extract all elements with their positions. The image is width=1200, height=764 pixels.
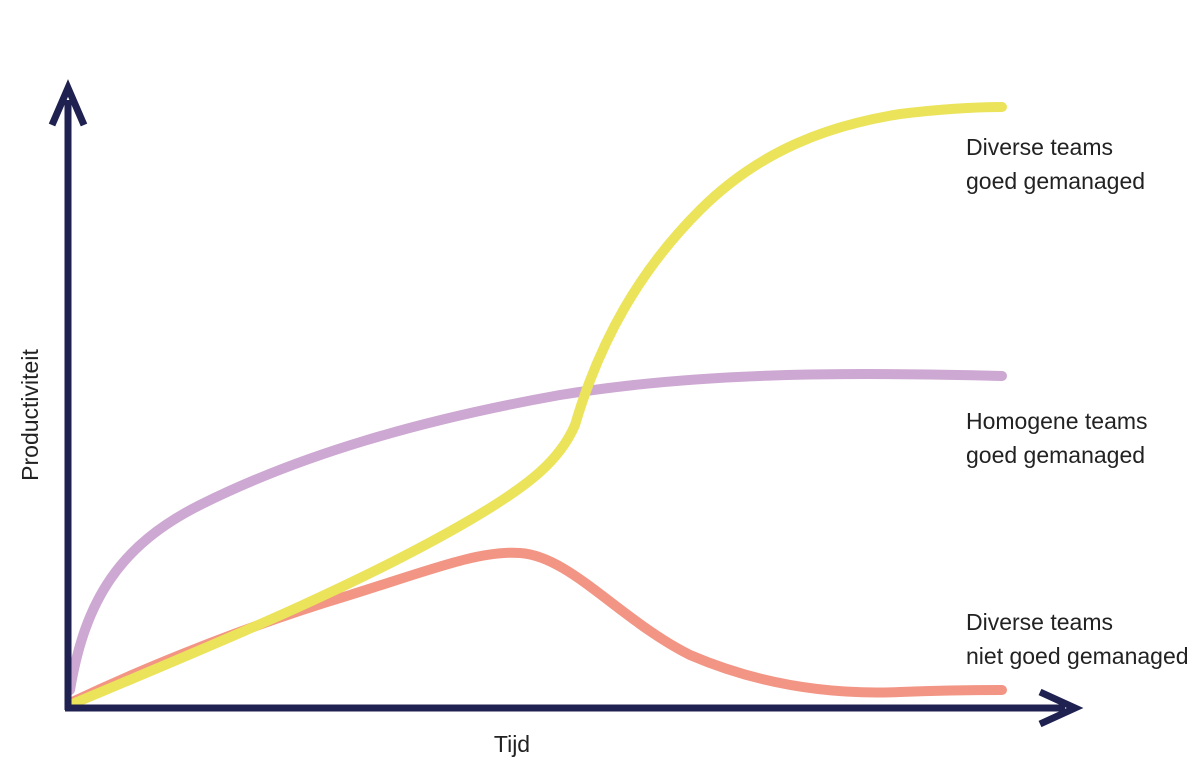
curve-diverse-good xyxy=(65,102,1007,710)
x-axis-label: Tijd xyxy=(494,731,530,757)
curve-label: niet goed gemanaged xyxy=(966,643,1189,669)
curve-homogeneous xyxy=(65,369,1007,695)
curve-label: Diverse teams xyxy=(966,609,1113,635)
y-axis-arrow xyxy=(48,79,88,127)
curve-label: goed gemanaged xyxy=(966,168,1145,194)
curve-label: goed gemanaged xyxy=(966,442,1145,468)
curve-label: Diverse teams xyxy=(966,134,1113,160)
x-axis-arrow xyxy=(1038,688,1084,728)
curve-label: Homogene teams xyxy=(966,408,1148,434)
curve-diverse-poor xyxy=(65,547,1007,708)
y-axis-label: Productiviteit xyxy=(17,349,43,481)
